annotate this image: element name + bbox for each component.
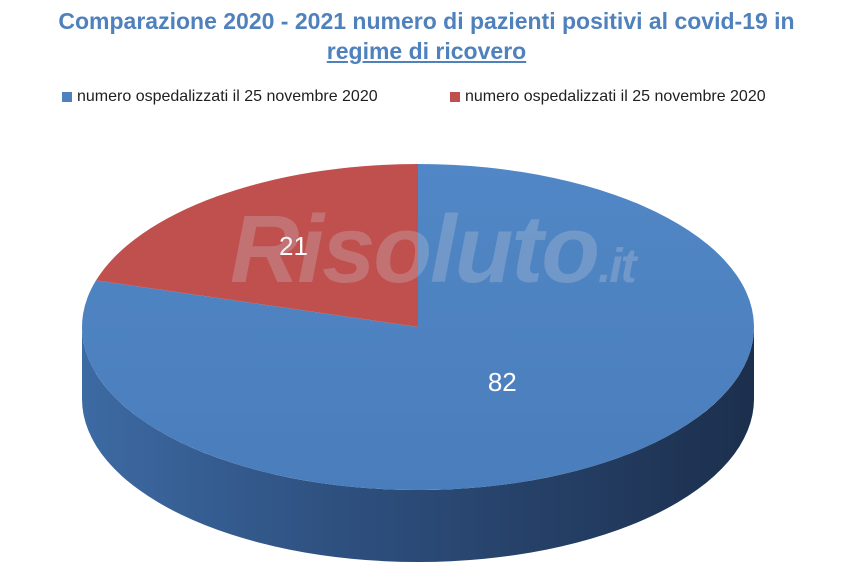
pie-slice-21 [96,164,418,327]
data-label-82: 82 [488,367,517,397]
pie-side-wall [82,327,754,562]
data-label-21: 21 [279,231,308,261]
chart-title-line1: Comparazione 2020 - 2021 numero di pazie… [58,8,795,34]
legend-swatch-blue [62,92,72,102]
chart-title-line2: regime di ricovero [326,38,527,64]
chart-title: Comparazione 2020 - 2021 numero di pazie… [0,6,853,66]
legend-label-blue: numero ospedalizzati il 25 novembre 2020 [77,88,378,105]
legend-swatch-red [450,92,460,102]
legend-label-red: numero ospedalizzati il 25 novembre 2020 [465,88,766,105]
legend-item-blue: numero ospedalizzati il 25 novembre 2020 [62,88,378,106]
pie-layer: 82 21 [81,164,754,562]
legend-item-red: numero ospedalizzati il 25 novembre 2020 [450,88,766,106]
